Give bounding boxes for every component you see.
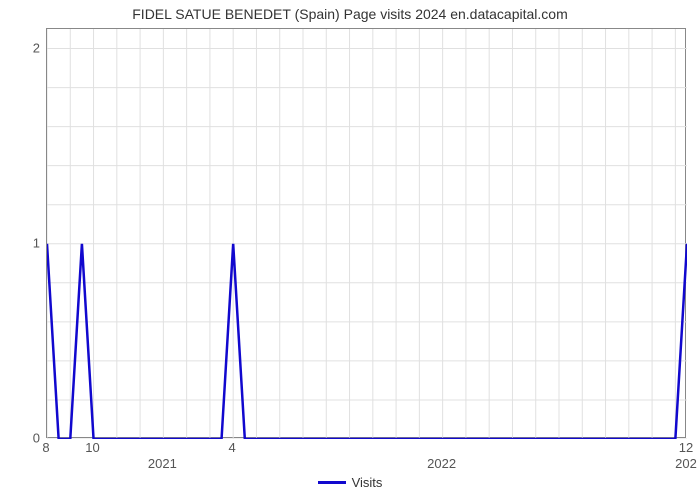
x-tick-label-bottom: 2021 xyxy=(148,456,177,471)
x-tick-label-top: 12 xyxy=(679,440,693,455)
x-tick-label-top: 10 xyxy=(85,440,99,455)
x-tick-label-bottom: 2022 xyxy=(427,456,456,471)
x-tick-label-bottom: 202 xyxy=(675,456,697,471)
y-tick-label: 1 xyxy=(33,235,40,250)
chart-container: { "chart": { "type": "line", "title": "F… xyxy=(0,0,700,500)
legend: Visits xyxy=(0,472,700,490)
legend-label: Visits xyxy=(352,475,383,490)
chart-title: FIDEL SATUE BENEDET (Spain) Page visits … xyxy=(0,6,700,22)
legend-item-visits: Visits xyxy=(318,475,383,490)
plot-area xyxy=(46,28,686,438)
plot-svg xyxy=(47,29,687,439)
y-tick-label: 2 xyxy=(33,40,40,55)
legend-swatch-icon xyxy=(318,481,346,484)
x-tick-label-top: 8 xyxy=(42,440,49,455)
x-tick-label-top: 4 xyxy=(229,440,236,455)
y-tick-label: 0 xyxy=(33,431,40,446)
